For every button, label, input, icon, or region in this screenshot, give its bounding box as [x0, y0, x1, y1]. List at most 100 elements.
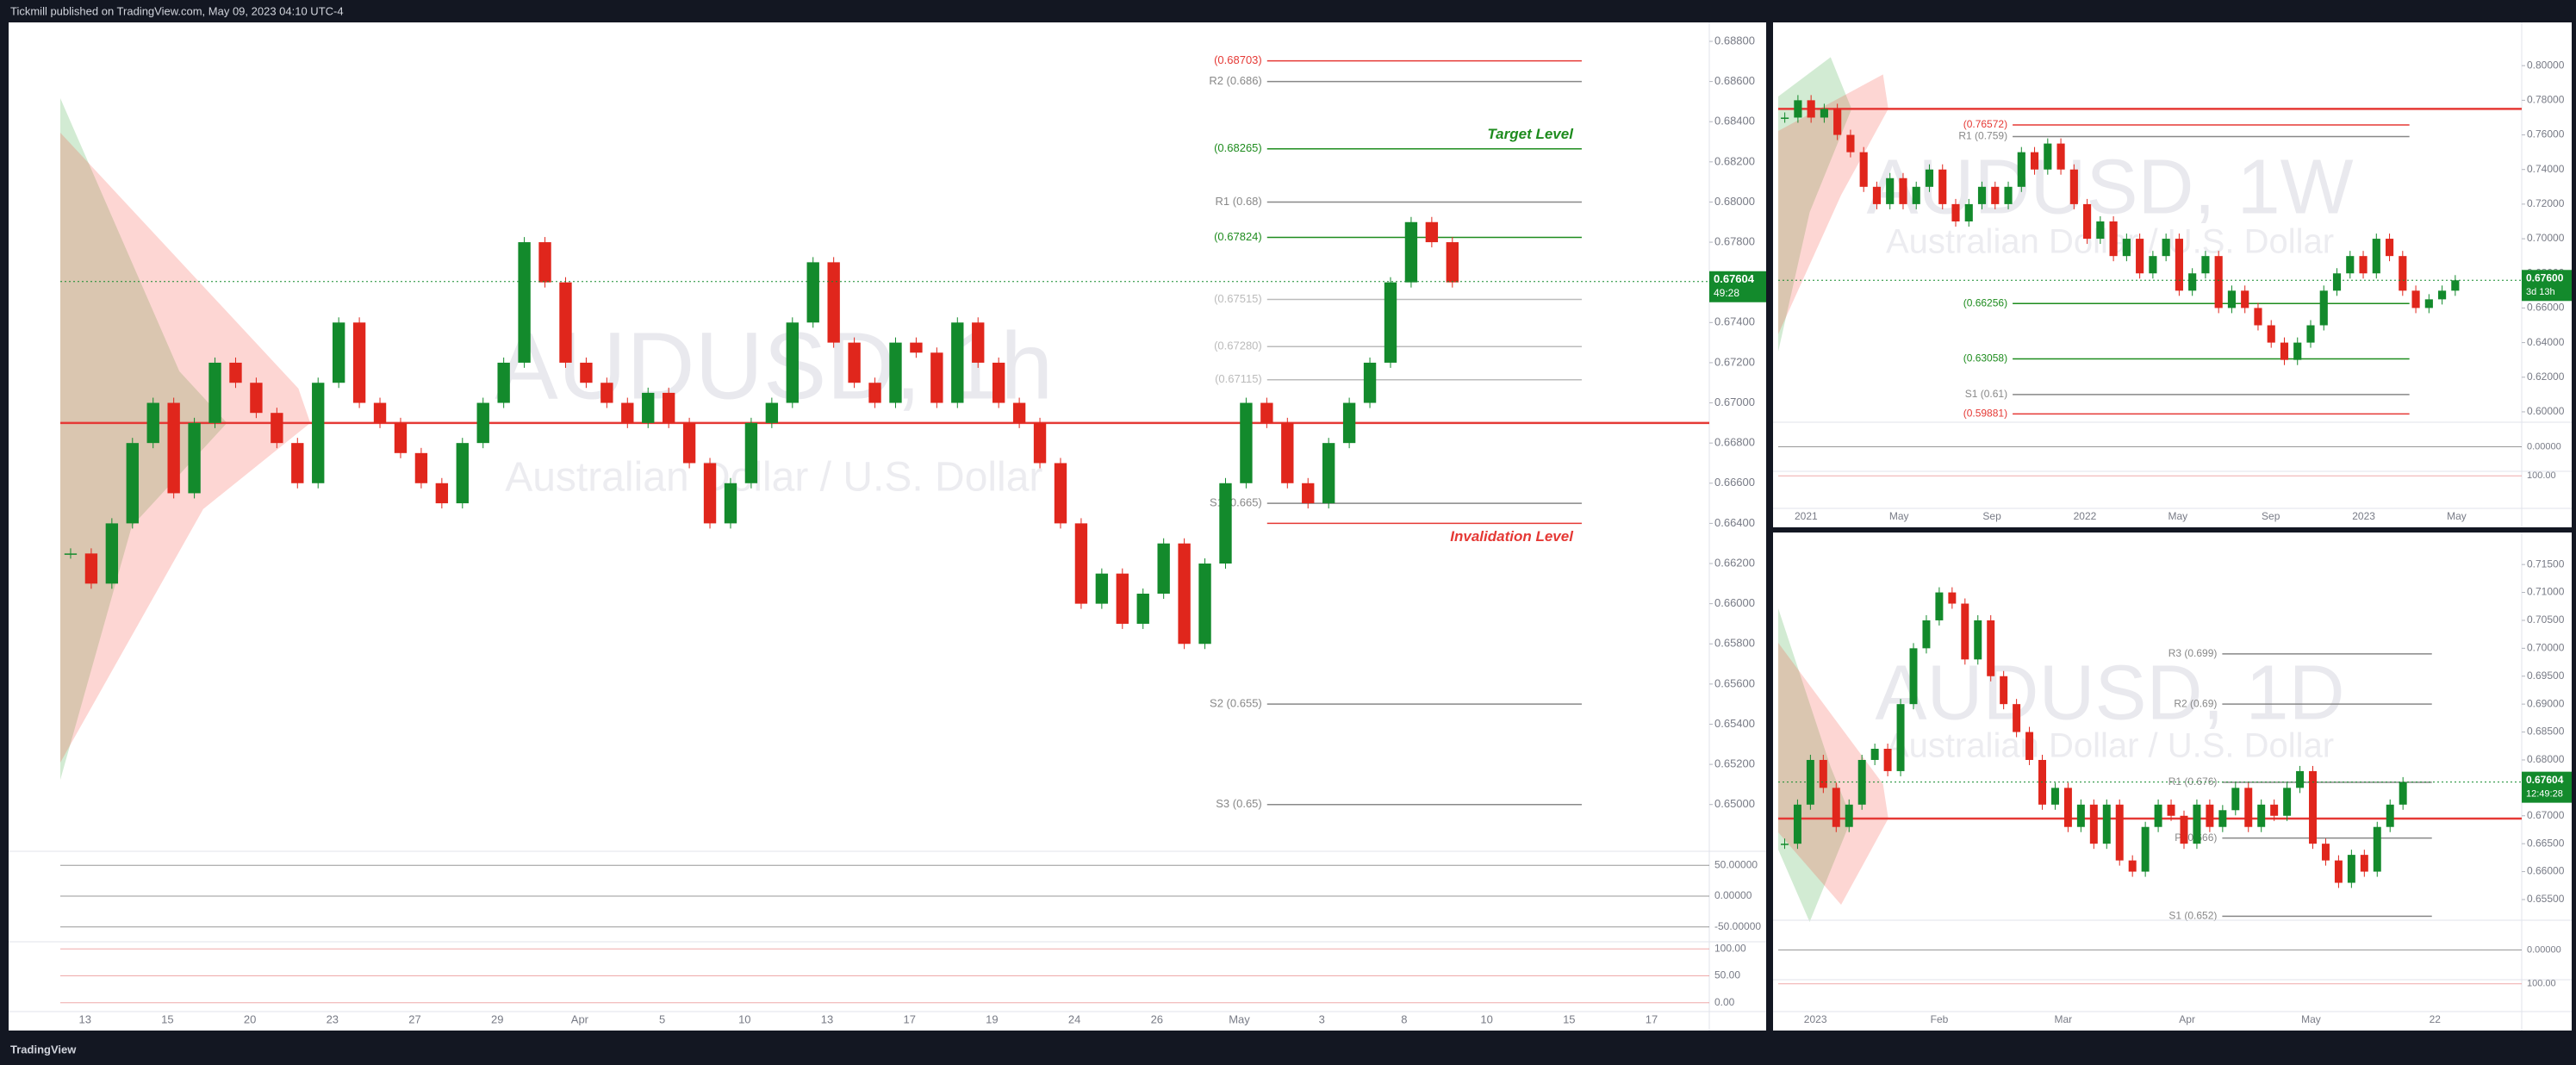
time-label: 8: [1401, 1012, 1407, 1025]
time-label: 27: [408, 1012, 420, 1025]
candle-body: [1157, 543, 1170, 594]
level-label: S1 (0.652): [2168, 910, 2217, 922]
candle-body: [2214, 256, 2223, 308]
time-label: May: [2168, 510, 2188, 522]
price-tick-label: 0.66600: [1714, 476, 1755, 489]
candle-body: [2399, 782, 2407, 805]
candle-body: [2162, 239, 2170, 257]
price-tick-label: 0.65500: [2527, 893, 2565, 905]
candle-body: [105, 523, 119, 584]
candle-body: [2128, 860, 2137, 872]
footer-logo[interactable]: TradingView: [10, 1043, 77, 1056]
price-tag-timer: 3d 13h: [2526, 287, 2555, 297]
candle-body: [1302, 483, 1315, 504]
candle-body: [2206, 804, 2214, 827]
candle-body: [1260, 402, 1273, 423]
candle-body: [1846, 134, 1855, 153]
candle-body: [352, 322, 366, 403]
candle-body: [1404, 221, 1418, 283]
price-tick-label: 0.66400: [1714, 516, 1755, 529]
candle-body: [1909, 648, 1918, 705]
candle-body: [2332, 273, 2342, 291]
candle-body: [2096, 221, 2105, 240]
candle-body: [1896, 704, 1905, 771]
candle-body: [2149, 256, 2157, 274]
time-label: Sep: [2262, 510, 2280, 522]
price-tick-label: 0.68800: [1714, 34, 1755, 47]
candle-body: [2122, 239, 2131, 257]
pane-tick-label: 50.00: [1714, 969, 1740, 981]
candle-body: [1322, 443, 1335, 504]
price-tick-label: 0.72000: [2527, 197, 2565, 209]
candle-body: [1987, 620, 1995, 676]
candle-body: [1961, 603, 1969, 660]
candle-body: [1095, 573, 1109, 604]
price-tick-label: 0.66800: [1714, 436, 1755, 449]
candle-body: [2280, 342, 2289, 360]
candle-body: [2270, 804, 2279, 816]
candle-body: [1899, 178, 1907, 204]
candle-body: [1806, 759, 1814, 805]
candle-body: [2083, 203, 2092, 240]
level-label: R2 (0.69): [2174, 697, 2217, 709]
price-tick-label: 0.68400: [1714, 115, 1755, 128]
candle-body: [373, 402, 387, 423]
time-label: 23: [327, 1012, 339, 1025]
time-label: 17: [903, 1012, 915, 1025]
candle-body: [827, 262, 840, 343]
candle-body: [64, 553, 78, 555]
candle-body: [2050, 788, 2059, 805]
candle-body: [682, 422, 696, 464]
panel-bg: [1773, 22, 2572, 527]
level-label: R2 (0.686): [1209, 74, 1261, 87]
candle-body: [1977, 186, 1987, 204]
price-tick-label: 0.65000: [1714, 797, 1755, 810]
candle-body: [1425, 221, 1439, 243]
candle-body: [1012, 402, 1026, 423]
candle-body: [1781, 117, 1789, 119]
candle-body: [1870, 749, 1879, 760]
price-tag-bg: [2522, 270, 2572, 302]
candle-body: [786, 322, 799, 403]
candle-body: [2227, 290, 2237, 308]
time-label: 2023: [2352, 510, 2375, 522]
pane-tick-label: 0.00000: [2527, 944, 2561, 955]
candle-body: [765, 402, 779, 423]
candle-body: [2076, 804, 2085, 827]
header: Tickmill published on TradingView.com, M…: [10, 4, 344, 17]
candle-body: [744, 422, 758, 483]
price-tick-label: 0.65600: [1714, 676, 1755, 689]
candle-body: [2438, 290, 2447, 300]
candle-body: [1991, 186, 2000, 204]
candle-body: [291, 443, 304, 483]
level-label: R1 (0.759): [1958, 130, 2007, 142]
candle-body: [2102, 804, 2111, 844]
watermark-title: AUDUSD, 1W: [1867, 144, 2354, 230]
candle-body: [1219, 483, 1232, 564]
candle-body: [2013, 704, 2021, 732]
time-label: May: [2447, 510, 2467, 522]
time-label: 13: [78, 1012, 90, 1025]
price-tag-bg: [2522, 771, 2572, 803]
candle-body: [2115, 804, 2124, 861]
candle-body: [1136, 593, 1149, 624]
candle-body: [2451, 280, 2460, 291]
time-label: 5: [659, 1012, 665, 1025]
time-label: 22: [2430, 1013, 2442, 1025]
candle-body: [2193, 804, 2201, 844]
candle-body: [724, 483, 737, 524]
candle-body: [2334, 860, 2343, 883]
candle-body: [2347, 855, 2355, 883]
price-tick-label: 0.65800: [1714, 637, 1755, 650]
candle-body: [642, 392, 655, 423]
volume-profile-sell: [1778, 643, 1888, 906]
candle-body: [332, 322, 345, 383]
candle-body: [2004, 186, 2013, 204]
watermark-subtitle: Australian Dollar / U.S. Dollar: [1886, 727, 2334, 765]
level-label: (0.63058): [1963, 352, 2007, 364]
candle-body: [84, 553, 98, 584]
candle-body: [2319, 290, 2328, 326]
